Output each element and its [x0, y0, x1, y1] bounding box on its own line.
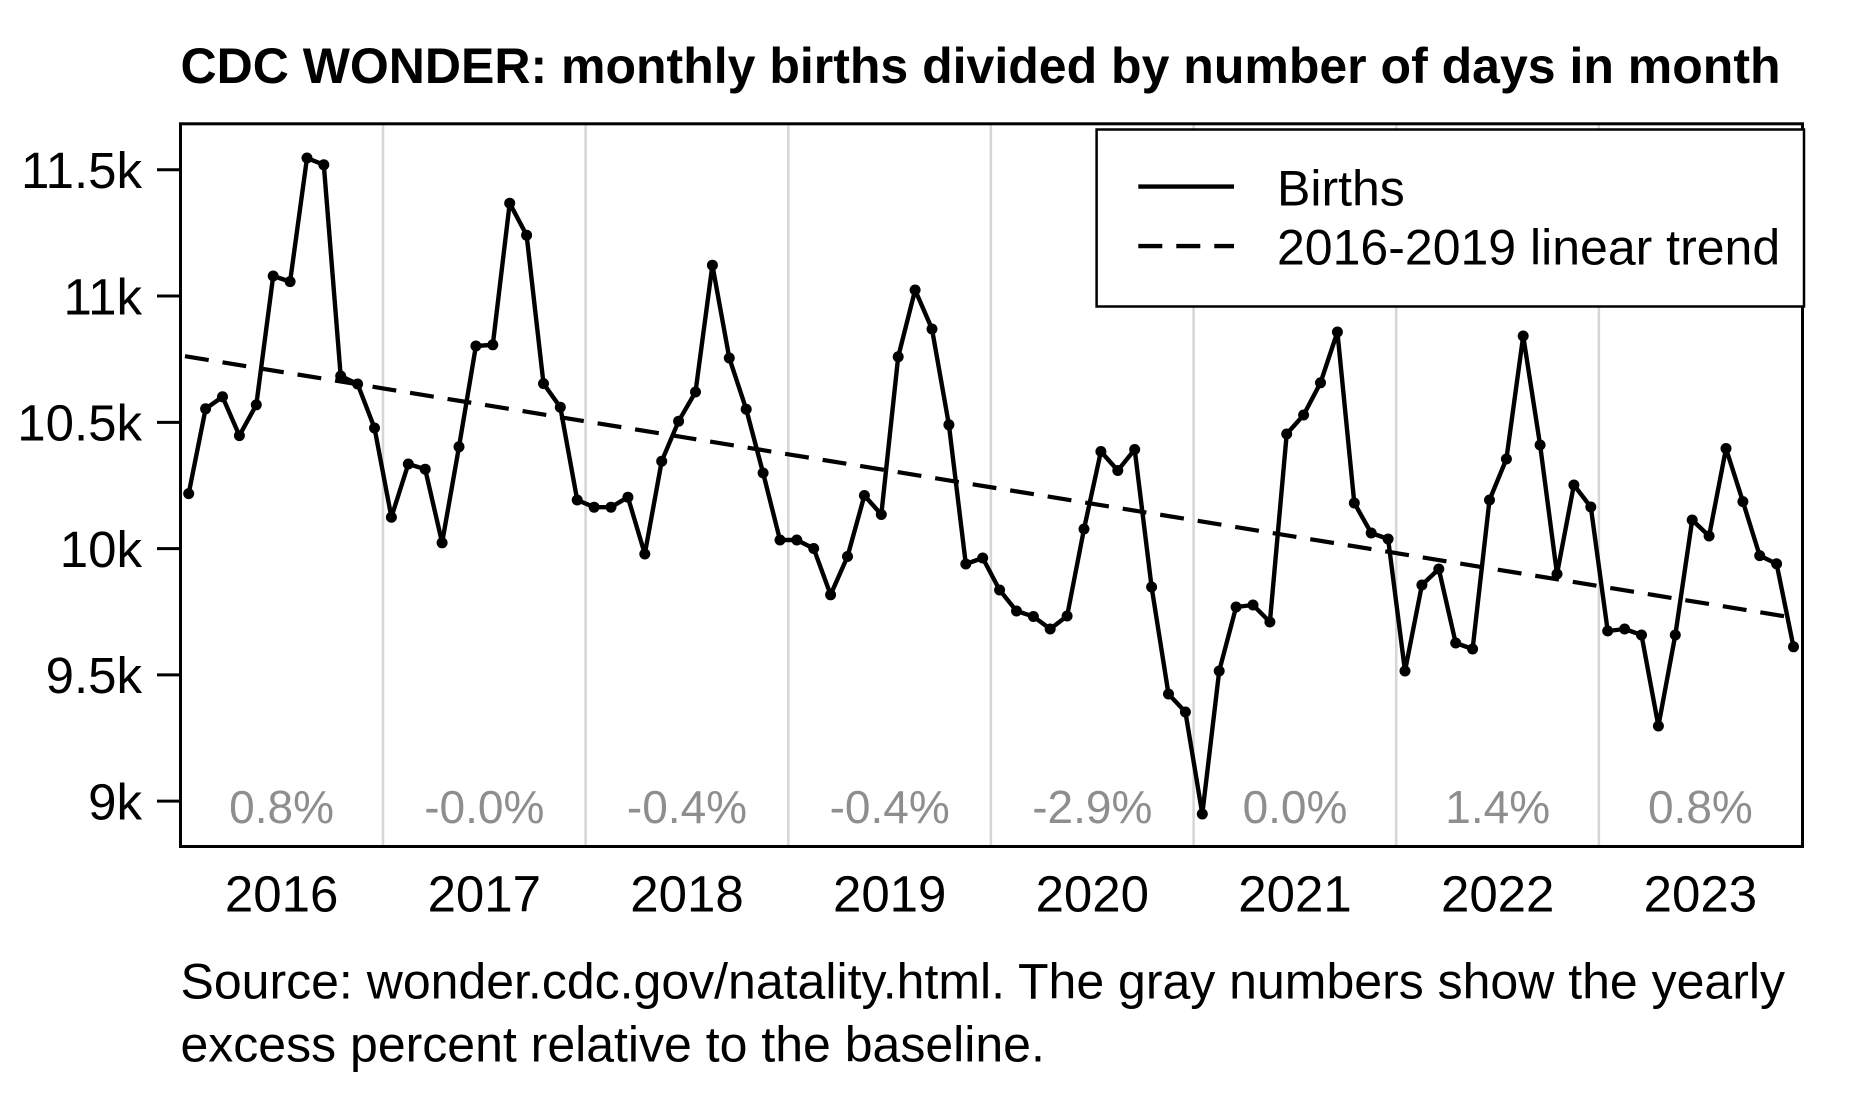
svg-text:2016-2019 linear trend: 2016-2019 linear trend [1277, 220, 1780, 276]
svg-text:2017: 2017 [428, 866, 541, 923]
svg-text:-0.4%: -0.4% [627, 781, 747, 833]
svg-text:0.8%: 0.8% [1648, 781, 1753, 833]
svg-text:0.8%: 0.8% [229, 781, 334, 833]
svg-text:-2.9%: -2.9% [1032, 781, 1152, 833]
svg-text:2019: 2019 [833, 866, 946, 923]
svg-text:11.5k: 11.5k [21, 142, 142, 199]
svg-text:10.5k: 10.5k [17, 395, 142, 452]
svg-text:2020: 2020 [1036, 866, 1149, 923]
svg-text:2016: 2016 [225, 866, 338, 923]
svg-text:-0.0%: -0.0% [424, 781, 544, 833]
svg-text:Source: wonder.cdc.gov/natalit: Source: wonder.cdc.gov/natality.html. Th… [181, 954, 1786, 1010]
svg-text:2022: 2022 [1441, 866, 1554, 923]
svg-text:10k: 10k [60, 521, 143, 578]
svg-text:9k: 9k [88, 773, 142, 830]
svg-text:-0.4%: -0.4% [830, 781, 950, 833]
svg-text:2018: 2018 [630, 866, 743, 923]
svg-text:9.5k: 9.5k [46, 647, 143, 704]
svg-text:CDC WONDER: monthly births div: CDC WONDER: monthly births divided by nu… [181, 38, 1781, 94]
svg-text:1.4%: 1.4% [1445, 781, 1550, 833]
svg-text:Births: Births [1277, 161, 1405, 217]
svg-text:2021: 2021 [1238, 866, 1351, 923]
svg-text:excess percent relative to the: excess percent relative to the baseline. [181, 1017, 1045, 1073]
svg-text:0.0%: 0.0% [1243, 781, 1348, 833]
svg-text:11k: 11k [64, 268, 143, 325]
svg-text:2023: 2023 [1644, 866, 1757, 923]
